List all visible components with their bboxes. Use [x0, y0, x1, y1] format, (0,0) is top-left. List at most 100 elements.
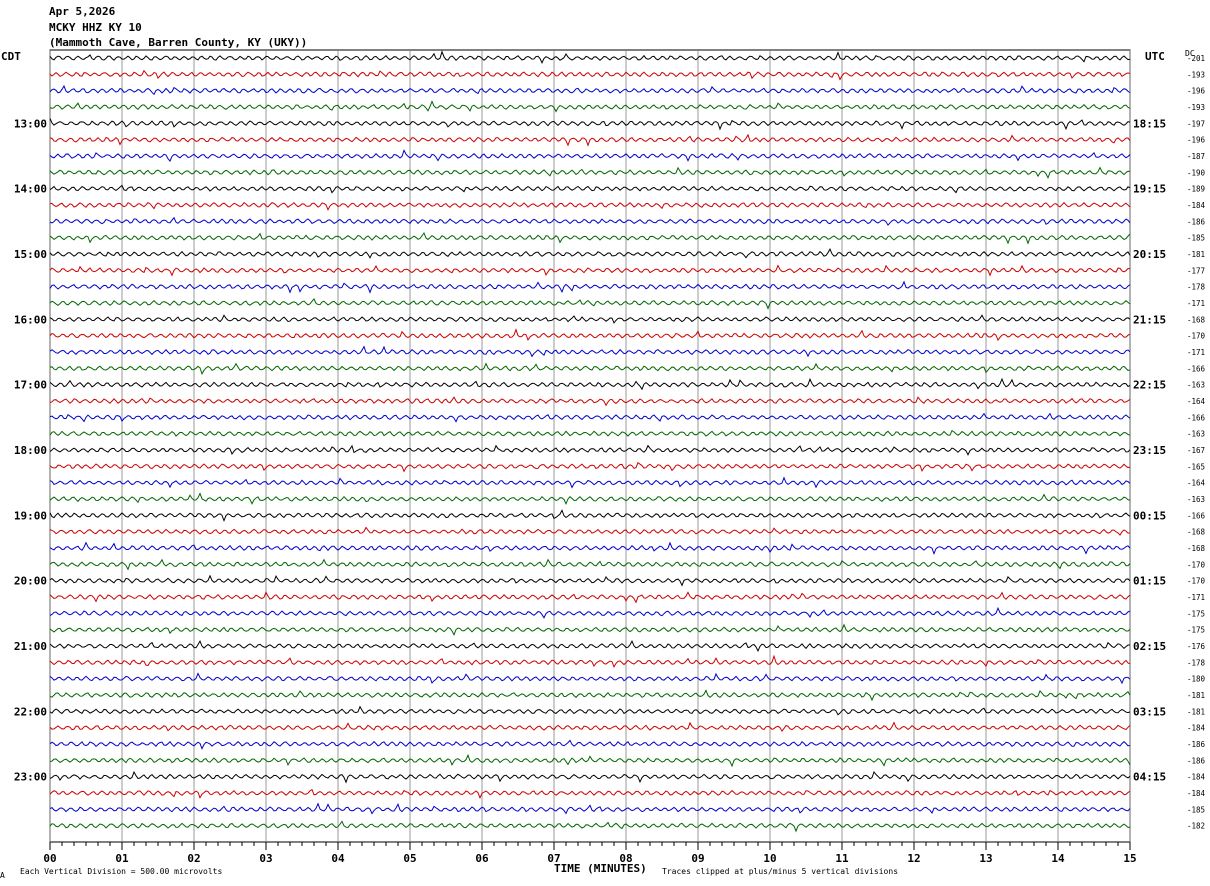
x-tick-label: 11 — [835, 852, 849, 865]
dc-offset-value: -164 — [1187, 397, 1206, 406]
seismic-trace — [49, 100, 1131, 113]
dc-offset-value: -163 — [1187, 495, 1205, 504]
dc-offset-value: -196 — [1187, 87, 1206, 96]
seismic-trace — [49, 623, 1131, 636]
x-tick-label: 09 — [691, 852, 704, 865]
dc-offset-value: -164 — [1187, 479, 1206, 488]
right-hour-label: 20:15 — [1133, 248, 1166, 261]
left-timezone-label: CDT — [1, 50, 21, 63]
right-hour-label: 19:15 — [1133, 183, 1166, 196]
dc-offset-value: -166 — [1187, 511, 1206, 520]
seismic-trace — [49, 345, 1131, 358]
right-hour-label: 02:15 — [1133, 640, 1166, 653]
seismic-trace — [49, 802, 1131, 815]
dc-offset-value: -167 — [1187, 446, 1205, 455]
x-tick-label: 04 — [331, 852, 345, 865]
seismic-trace — [49, 362, 1131, 376]
dc-offset-value: -168 — [1187, 544, 1206, 553]
dc-offset-value: -171 — [1187, 593, 1205, 602]
dc-offset-value: -168 — [1187, 528, 1206, 537]
dc-offset-value: -176 — [1187, 642, 1206, 651]
left-hour-label: 15:00 — [14, 248, 47, 261]
station-label: MCKY HHZ KY 10 — [49, 20, 142, 34]
seismic-trace — [49, 297, 1131, 310]
seismic-trace — [49, 509, 1131, 523]
seismic-trace — [49, 248, 1131, 259]
seismic-trace — [49, 216, 1131, 226]
dc-offset-value: -166 — [1187, 364, 1206, 373]
x-tick-label: 00 — [43, 852, 56, 865]
right-hour-label: 00:15 — [1133, 509, 1166, 522]
right-hour-label: 21:15 — [1133, 313, 1166, 326]
x-tick-label: 05 — [403, 852, 416, 865]
dc-offset-value: -171 — [1187, 348, 1205, 357]
seismic-trace — [49, 149, 1131, 162]
dc-offset-value: -189 — [1187, 185, 1205, 194]
seismic-trace — [49, 166, 1131, 180]
dc-offset-value: -193 — [1187, 103, 1205, 112]
dc-offset-value: -165 — [1187, 462, 1205, 471]
dc-offset-value: -170 — [1187, 332, 1206, 341]
left-hour-label: 21:00 — [14, 640, 47, 653]
dc-offset-value: -177 — [1187, 266, 1205, 275]
dc-offset-value: -175 — [1187, 609, 1205, 618]
scale-note: Each Vertical Division = 500.00 microvol… — [20, 867, 223, 876]
seismic-trace — [49, 558, 1131, 571]
dc-offset-value: -178 — [1187, 283, 1206, 292]
dc-offset-value: -168 — [1187, 315, 1206, 324]
dc-offset-value: -186 — [1187, 217, 1206, 226]
left-hour-label: 22:00 — [14, 705, 47, 718]
dc-offset-value: -181 — [1187, 691, 1205, 700]
seismic-trace — [49, 721, 1131, 732]
seismic-trace — [49, 50, 1131, 64]
seismic-trace — [49, 526, 1131, 536]
x-tick-label: 01 — [115, 852, 129, 865]
dc-offset-value: -171 — [1187, 299, 1205, 308]
left-hour-label: 13:00 — [14, 117, 47, 130]
dc-offset-value: -181 — [1187, 707, 1205, 716]
dc-offset-value: -170 — [1187, 560, 1206, 569]
dc-offset-value: -181 — [1187, 250, 1205, 259]
dc-offset-value: -193 — [1187, 70, 1205, 79]
dc-offset-value: -187 — [1187, 152, 1205, 161]
seismic-trace — [49, 591, 1131, 604]
dc-offset-value: -190 — [1187, 168, 1206, 177]
dc-offset-value: -186 — [1187, 740, 1206, 749]
dc-offset-value: -180 — [1187, 675, 1206, 684]
seismic-trace — [49, 739, 1131, 750]
left-hour-label: 19:00 — [14, 509, 47, 522]
dc-offset-value: -184 — [1187, 773, 1206, 782]
left-hour-label: 20:00 — [14, 575, 47, 588]
seismic-trace — [49, 184, 1131, 194]
right-hour-label: 03:15 — [1133, 705, 1166, 718]
seismic-trace — [49, 328, 1131, 342]
right-hour-label: 01:15 — [1133, 575, 1166, 588]
seismic-trace — [49, 541, 1131, 556]
seismic-trace — [49, 820, 1131, 833]
x-tick-label: 08 — [619, 852, 632, 865]
seismic-trace — [49, 396, 1131, 407]
seismic-trace — [49, 476, 1131, 489]
seismic-trace — [49, 753, 1131, 768]
seismic-trace — [49, 606, 1131, 619]
dc-offset-header: DC — [1185, 49, 1195, 58]
seismic-trace — [49, 492, 1131, 506]
dc-offset-value: -184 — [1187, 789, 1206, 798]
seismic-trace — [49, 69, 1131, 81]
x-tick-label: 03 — [259, 852, 272, 865]
seismic-trace — [49, 280, 1131, 294]
seismic-trace — [49, 231, 1131, 245]
dc-offset-value: -196 — [1187, 136, 1206, 145]
dc-offset-value: -184 — [1187, 724, 1206, 733]
seismic-trace — [49, 118, 1131, 131]
x-tick-label: 10 — [763, 852, 776, 865]
seismic-trace — [49, 689, 1131, 702]
seismic-trace — [49, 133, 1131, 147]
dc-offset-value: -166 — [1187, 413, 1206, 422]
plot-header: Apr 5,2026 MCKY HHZ KY 10 (Mammoth Cave,… — [49, 4, 307, 51]
left-hour-label: 14:00 — [14, 183, 47, 196]
seismic-trace — [49, 84, 1131, 96]
seismic-trace — [49, 672, 1131, 685]
x-tick-label: 02 — [187, 852, 200, 865]
